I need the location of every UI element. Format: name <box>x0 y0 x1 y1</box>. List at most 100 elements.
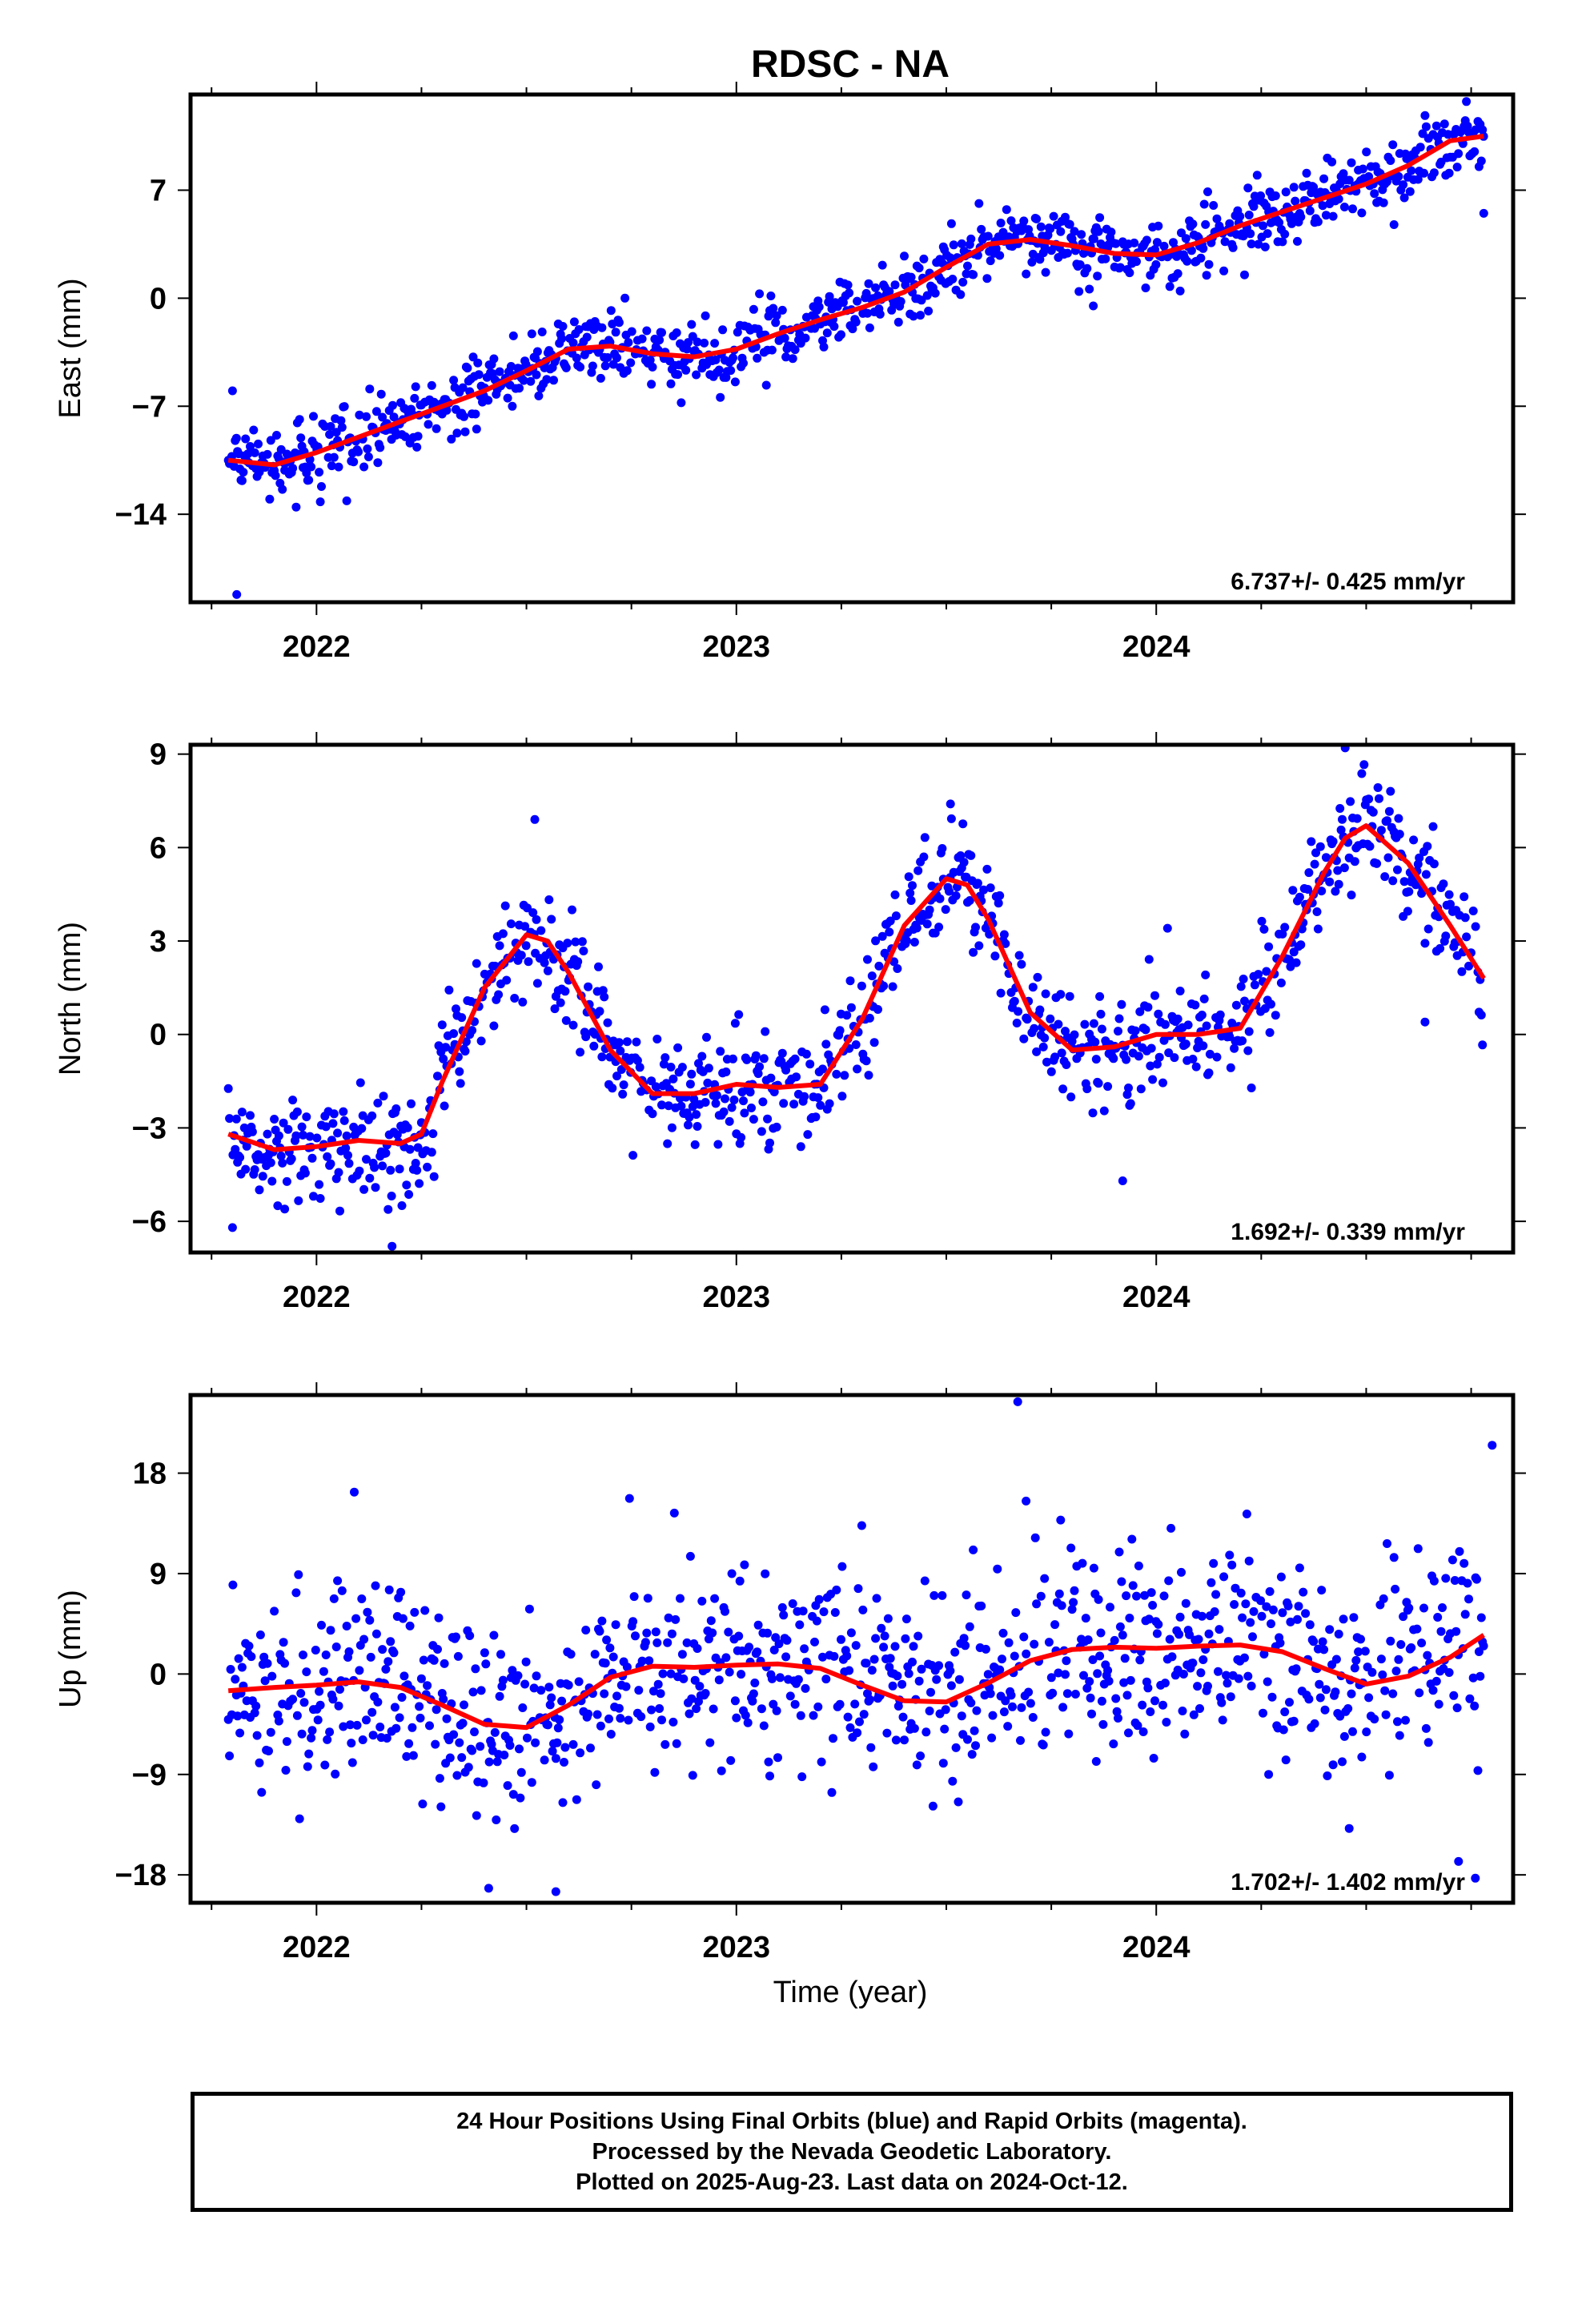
data-point <box>1058 1703 1068 1712</box>
data-point <box>367 1707 377 1717</box>
data-point <box>1468 1673 1478 1683</box>
data-point <box>1222 1671 1231 1680</box>
data-point <box>897 1679 907 1689</box>
data-point <box>801 333 810 343</box>
data-point <box>1444 168 1454 178</box>
data-point <box>433 1072 442 1081</box>
data-point <box>977 224 986 234</box>
data-point <box>1152 1629 1162 1638</box>
data-point <box>1309 1637 1319 1647</box>
data-point <box>1310 1719 1319 1728</box>
data-point <box>560 987 570 996</box>
data-point <box>648 1109 657 1119</box>
data-point <box>803 1130 813 1140</box>
data-point <box>390 1703 400 1712</box>
data-point <box>1062 248 1072 258</box>
data-point <box>1210 1607 1219 1616</box>
data-point <box>864 279 873 288</box>
data-point <box>1094 1079 1103 1088</box>
data-point <box>1234 1674 1243 1683</box>
data-point <box>795 1620 805 1630</box>
y-tick-label: 18 <box>133 1458 167 1491</box>
data-point <box>326 422 335 431</box>
data-point <box>569 317 579 327</box>
data-point <box>283 1124 293 1134</box>
data-point <box>309 1192 318 1201</box>
data-point <box>273 1201 283 1211</box>
data-point <box>891 1735 901 1745</box>
outlier-point <box>350 1487 359 1497</box>
data-point <box>1089 1563 1098 1573</box>
x-tick-label: 2023 <box>703 1931 771 1964</box>
data-point <box>1436 1626 1446 1636</box>
data-point <box>954 1675 964 1684</box>
x-tick-label: 2023 <box>703 1281 771 1314</box>
data-point <box>460 1700 468 1710</box>
data-point <box>753 1647 762 1657</box>
outlier-point <box>1013 1397 1022 1406</box>
data-point <box>825 292 834 301</box>
data-point <box>1095 1651 1105 1661</box>
data-point <box>231 1114 241 1124</box>
data-point <box>449 376 459 385</box>
data-point <box>730 377 740 387</box>
data-point <box>1347 1689 1356 1699</box>
data-point <box>946 253 955 263</box>
rate-label: 1.702+/- 1.402 mm/yr <box>1231 1869 1465 1896</box>
data-point <box>528 908 538 918</box>
data-point <box>342 496 351 505</box>
data-point <box>311 1646 320 1655</box>
data-point <box>667 1123 677 1132</box>
data-point <box>1133 1721 1142 1731</box>
data-point <box>231 1675 240 1684</box>
data-point <box>993 1564 1002 1574</box>
data-point <box>928 1801 938 1811</box>
data-point <box>226 1665 235 1674</box>
data-point <box>1444 1668 1454 1677</box>
data-point <box>588 361 597 371</box>
data-point <box>1148 1601 1158 1610</box>
data-point <box>664 1101 673 1111</box>
data-point <box>1256 191 1266 200</box>
data-point <box>1241 1599 1251 1609</box>
data-point <box>1423 842 1432 851</box>
data-point <box>1117 1577 1126 1586</box>
data-point <box>280 1204 290 1214</box>
data-point <box>1441 1574 1451 1583</box>
data-point <box>920 833 930 842</box>
data-point <box>644 1656 654 1666</box>
data-point <box>693 1644 702 1653</box>
data-point <box>893 964 902 973</box>
data-point <box>375 443 385 452</box>
data-point <box>1421 870 1431 879</box>
data-point <box>1197 1011 1207 1019</box>
data-point <box>1041 1727 1050 1737</box>
data-point <box>624 1494 634 1503</box>
data-point <box>1396 1640 1406 1649</box>
data-point <box>729 353 737 363</box>
data-point <box>315 1194 325 1203</box>
data-point <box>1404 887 1414 896</box>
data-point <box>818 1064 827 1074</box>
data-point <box>765 1138 774 1148</box>
data-point <box>405 1144 415 1154</box>
data-point <box>693 337 702 347</box>
data-point <box>1248 1632 1257 1642</box>
data-point <box>1211 1590 1221 1599</box>
data-point <box>1413 175 1423 184</box>
data-point <box>875 309 885 319</box>
data-point <box>1318 201 1327 211</box>
data-point <box>1296 212 1306 222</box>
data-point <box>339 1107 348 1116</box>
data-point <box>282 1176 291 1186</box>
data-point <box>1438 1603 1447 1612</box>
data-point <box>851 1040 861 1049</box>
data-point <box>631 1631 640 1641</box>
data-point <box>948 275 958 283</box>
data-point <box>1196 253 1206 263</box>
data-point <box>412 1165 422 1175</box>
data-point <box>1423 1738 1433 1747</box>
data-point <box>1389 1553 1399 1562</box>
data-point <box>704 1063 713 1073</box>
data-point <box>572 353 581 363</box>
